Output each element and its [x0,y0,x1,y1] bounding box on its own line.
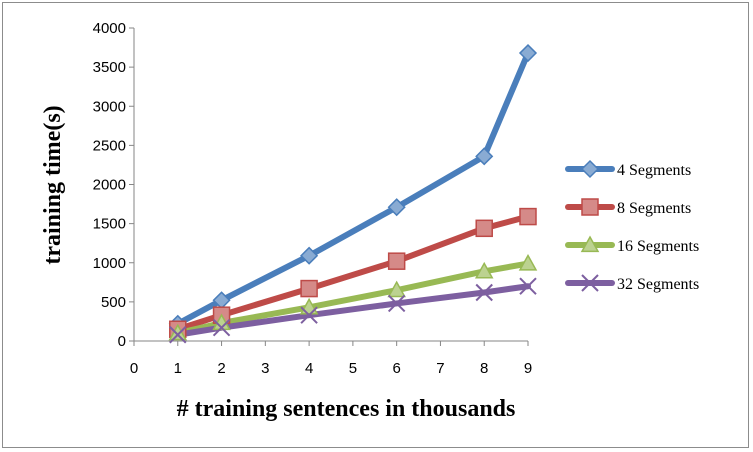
legend-item-16-segments: 16 Segments [565,235,699,255]
legend-swatch-marker [581,198,599,216]
x-tick-label: 1 [174,360,182,377]
y-tick-label: 3500 [93,59,126,76]
data-point-32-segments [212,318,231,337]
series-markers [168,43,538,344]
data-point-8-segments [387,252,406,270]
data-point-32-segments-stroke [169,326,187,344]
legend-item-4-segments: 4 Segments [565,159,691,179]
y-tick-label: 0 [118,333,126,350]
series-line-4-segments [174,50,531,327]
data-point-16-segments [387,280,406,298]
data-point-32-segments [169,326,187,344]
legend-swatch-marker [581,274,599,292]
y-tick-label: 3000 [93,98,126,115]
data-point-32-segments-stroke [300,306,318,324]
legend-item-8-segments: 8 Segments [565,198,691,217]
legend-swatch-marker [580,235,600,253]
data-point-4-segments [387,198,406,217]
y-tick-label: 2000 [93,177,126,194]
x-tick-label: 4 [305,360,313,377]
legend-item-32-segments: 32 Segments [565,274,699,293]
legend-label: 8 Segments [617,200,691,217]
data-point-16-segments [518,253,538,271]
x-tick-label: 2 [217,360,225,377]
legend-label: 4 Segments [617,162,691,179]
y-tick-label: 1000 [93,255,126,272]
data-point-32-segments [475,283,493,302]
data-point-8-segments [300,279,318,298]
data-point-8-segments [519,207,537,226]
data-point-8-segments [475,219,493,238]
data-point-4-segments [518,43,538,63]
series-lines [174,50,531,338]
x-tick-label: 9 [524,360,532,377]
x-axis-label: # training sentences in thousands [177,396,516,422]
legend-label: 32 Segments [617,276,699,293]
data-point-32-segments-stroke [475,283,493,302]
data-point-32-segments [387,294,406,313]
data-point-16-segments [168,323,188,341]
data-point-32-segments-stroke [519,277,537,295]
axes: 0 500 1000 1500 2000 2500 3000 3500 4000 0 1 2 3 4 5 6 7… [93,20,533,377]
x-tick-label: 6 [392,360,400,377]
legend-swatch-marker-stroke [581,274,599,292]
y-axis-label: training time(s) [40,105,66,264]
x-tick-label: 0 [130,360,138,377]
y-tick-label: 4000 [93,20,126,37]
x-tick-label: 7 [436,360,444,377]
y-tick-label: 2500 [93,137,126,154]
data-point-4-segments [300,246,319,265]
y-tick-label: 500 [101,294,126,311]
data-point-32-segments [519,277,537,295]
data-point-16-segments [212,313,231,331]
data-point-32-segments [300,306,318,324]
legend: 4 Segments 8 Segments 16 Segments 32 Segmen… [565,159,699,293]
chart-frame [2,2,749,448]
legend-label: 16 Segments [617,238,699,255]
y-tick-label: 1500 [93,216,126,233]
data-point-16-segments [474,261,494,279]
data-point-32-segments-stroke [387,294,406,313]
x-tick-label: 8 [480,360,488,377]
legend-swatch-marker [580,159,600,179]
x-tick-label: 3 [261,360,269,377]
x-tick-label: 5 [349,360,357,377]
series-line-16-segments [174,260,531,337]
data-point-4-segments [475,147,494,166]
data-point-32-segments-stroke [212,318,231,337]
